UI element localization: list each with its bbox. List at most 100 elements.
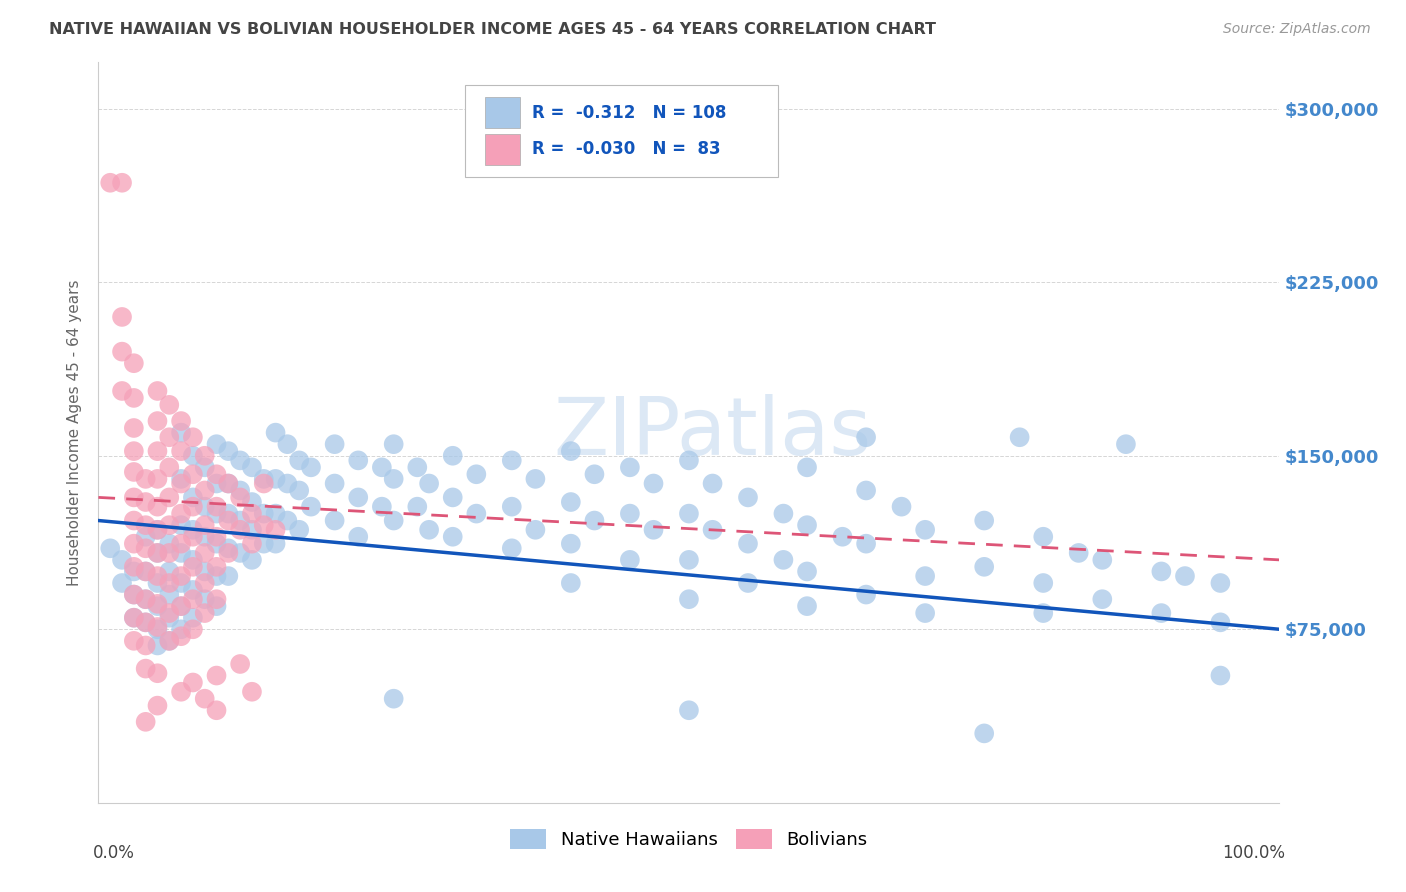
Point — [619, 507, 641, 521]
Point — [418, 476, 440, 491]
FancyBboxPatch shape — [464, 85, 778, 178]
Point — [524, 472, 547, 486]
Point — [181, 610, 204, 624]
Point — [194, 483, 217, 498]
Point — [299, 460, 322, 475]
Point — [157, 610, 180, 624]
Point — [253, 472, 276, 486]
Point — [146, 500, 169, 514]
Point — [170, 622, 193, 636]
Point — [157, 491, 180, 505]
Text: 100.0%: 100.0% — [1222, 844, 1285, 862]
Point — [111, 344, 134, 359]
Point — [122, 391, 145, 405]
Point — [122, 633, 145, 648]
Point — [157, 546, 180, 560]
Point — [205, 437, 228, 451]
Point — [146, 569, 169, 583]
Point — [205, 559, 228, 574]
Point — [560, 495, 582, 509]
Point — [855, 536, 877, 550]
Point — [157, 460, 180, 475]
Point — [157, 518, 180, 533]
Point — [135, 495, 157, 509]
Point — [170, 518, 193, 533]
Point — [678, 507, 700, 521]
Point — [973, 559, 995, 574]
Point — [217, 507, 239, 521]
Point — [264, 536, 287, 550]
Point — [1091, 592, 1114, 607]
Point — [465, 507, 488, 521]
Point — [146, 546, 169, 560]
Point — [181, 530, 204, 544]
Point — [157, 536, 180, 550]
Point — [253, 536, 276, 550]
Point — [217, 476, 239, 491]
Point — [122, 610, 145, 624]
Point — [737, 491, 759, 505]
Point — [122, 491, 145, 505]
Point — [1067, 546, 1090, 560]
Point — [253, 476, 276, 491]
Point — [441, 449, 464, 463]
Point — [170, 425, 193, 440]
FancyBboxPatch shape — [485, 97, 520, 128]
Point — [146, 472, 169, 486]
Point — [122, 559, 145, 574]
Point — [619, 553, 641, 567]
Point — [253, 507, 276, 521]
Point — [122, 565, 145, 579]
Point — [501, 541, 523, 556]
Point — [194, 460, 217, 475]
Point — [181, 449, 204, 463]
Point — [299, 500, 322, 514]
Point — [181, 592, 204, 607]
Point — [111, 310, 134, 324]
Point — [122, 588, 145, 602]
Point — [465, 467, 488, 482]
Point — [217, 514, 239, 528]
Point — [181, 500, 204, 514]
Point — [194, 449, 217, 463]
Point — [240, 460, 263, 475]
Point — [181, 559, 204, 574]
Point — [170, 576, 193, 591]
Point — [146, 698, 169, 713]
Point — [276, 514, 298, 528]
Text: R =  -0.030   N =  83: R = -0.030 N = 83 — [531, 140, 720, 158]
Text: R =  -0.312   N = 108: R = -0.312 N = 108 — [531, 103, 727, 122]
Text: NATIVE HAWAIIAN VS BOLIVIAN HOUSEHOLDER INCOME AGES 45 - 64 YEARS CORRELATION CH: NATIVE HAWAIIAN VS BOLIVIAN HOUSEHOLDER … — [49, 22, 936, 37]
Point — [217, 546, 239, 560]
Point — [122, 514, 145, 528]
Point — [205, 476, 228, 491]
Point — [170, 472, 193, 486]
Point — [205, 703, 228, 717]
Point — [194, 565, 217, 579]
Point — [170, 629, 193, 643]
Point — [560, 444, 582, 458]
Point — [157, 606, 180, 620]
Point — [135, 615, 157, 630]
Point — [157, 398, 180, 412]
Point — [796, 565, 818, 579]
Point — [170, 599, 193, 614]
Point — [194, 546, 217, 560]
Point — [253, 518, 276, 533]
Point — [205, 507, 228, 521]
Point — [583, 514, 606, 528]
Point — [619, 460, 641, 475]
Point — [371, 460, 394, 475]
Point — [1032, 606, 1054, 620]
Point — [217, 569, 239, 583]
Point — [382, 437, 405, 451]
Point — [323, 514, 346, 528]
Point — [702, 476, 724, 491]
Point — [205, 599, 228, 614]
Point — [181, 430, 204, 444]
Point — [122, 536, 145, 550]
Point — [1115, 437, 1137, 451]
Point — [288, 523, 311, 537]
Point — [135, 592, 157, 607]
Point — [560, 576, 582, 591]
